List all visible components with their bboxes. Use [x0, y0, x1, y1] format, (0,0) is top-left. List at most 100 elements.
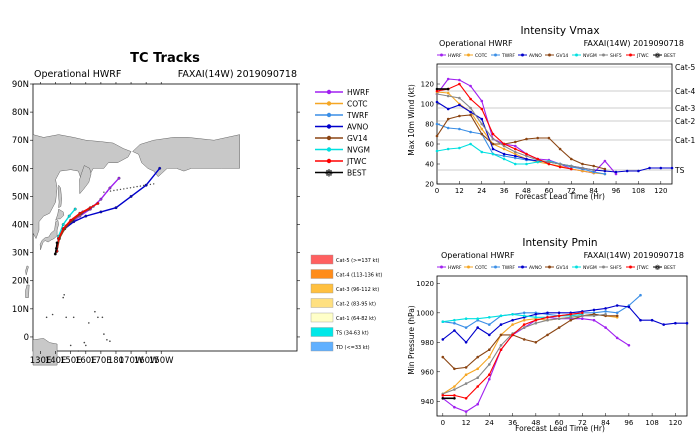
- series-point-hwrf: [581, 317, 584, 321]
- x-tick-label: 96: [612, 187, 621, 195]
- series-point-jtwc: [511, 333, 514, 337]
- aleutian-island: [126, 187, 128, 189]
- series-point-cotc: [464, 373, 468, 377]
- series-point-jtwc: [570, 167, 573, 171]
- vmax-xlabel: Forecast Lead Time (Hr): [515, 192, 605, 201]
- series-point-jtwc: [525, 152, 528, 156]
- series-point-avno: [464, 341, 468, 344]
- series-point-hwrf: [480, 99, 484, 103]
- series-point-hwrf: [458, 78, 461, 82]
- legend-entry-twrf: TWRF: [491, 53, 515, 59]
- legend-entry-jtwc: JTWC: [315, 157, 366, 166]
- y-tick-label: 60: [425, 141, 434, 149]
- series-point-nvgm: [488, 316, 491, 319]
- series-point-shf5: [435, 92, 439, 96]
- series-point-twrf: [458, 127, 461, 131]
- legend-marker-nvgm: [575, 265, 578, 269]
- island-dot: [85, 344, 87, 347]
- track-legend: HWRF COTC TWRF AVNO GV14 NVGM JTWC ❁ BEST: [315, 88, 370, 180]
- series-point-shf5: [476, 376, 480, 380]
- series-point-nvgm: [469, 142, 472, 146]
- category-label: Cat-1 (64-82 kt): [336, 316, 376, 322]
- legend-label-nvgm: NVGM: [347, 146, 370, 155]
- series-point-best: [435, 87, 439, 91]
- series-point-hwrf: [446, 77, 450, 81]
- series-point-shf5: [534, 321, 538, 325]
- track-point-nvgm: [73, 207, 77, 211]
- series-point-nvgm: [480, 150, 484, 154]
- legend-label-cotc: COTC: [475, 265, 487, 271]
- vmax-subtitle-left: Operational HWRF: [439, 39, 513, 48]
- aleutian-island: [143, 184, 145, 187]
- legend-marker-gv14: [326, 135, 332, 141]
- series-point-hwrf: [615, 336, 619, 340]
- series-point-gv14: [557, 326, 561, 329]
- series-point-twrf: [604, 310, 607, 313]
- series-point-cotc: [511, 323, 514, 326]
- lat-tick-label: 20N: [12, 277, 29, 287]
- pmin-xlabel: Forecast Lead Time (Hr): [515, 424, 605, 433]
- series-point-avno: [627, 305, 631, 309]
- legend-label-cotc: COTC: [475, 53, 487, 59]
- series-point-hwrf: [603, 159, 607, 163]
- legend-marker-twrf: [494, 265, 497, 269]
- series-point-cotc: [581, 169, 584, 173]
- y-tick-label: 80: [425, 121, 434, 129]
- track-point-jtwc: [88, 206, 92, 210]
- series-point-best: [446, 87, 450, 91]
- legend-marker-hwrf: [326, 89, 332, 95]
- series-point-jtwc: [464, 397, 468, 400]
- tracks-subtitle-left: Operational HWRF: [34, 69, 121, 80]
- series-point-gv14: [592, 164, 595, 168]
- series-point-shf5: [604, 313, 607, 316]
- series-point-gv14: [536, 136, 539, 140]
- series-line-avno: [442, 304, 687, 344]
- legend-marker-gv14: [548, 265, 551, 269]
- aleutian-island: [109, 190, 112, 192]
- series-point-gv14: [446, 117, 450, 121]
- x-tick-label: 60: [544, 187, 553, 195]
- aleutian-island: [129, 187, 132, 189]
- category-label: Cat-4 (113-136 kt): [336, 273, 382, 279]
- plot-frame: [436, 275, 688, 417]
- legend-marker-hwrf: [440, 53, 443, 57]
- series-point-avno: [639, 318, 642, 322]
- legend-marker-avno: [521, 53, 524, 57]
- series-point-nvgm: [441, 320, 445, 324]
- series-point-hwrf: [488, 377, 491, 381]
- island-dot: [97, 316, 99, 319]
- legend-entry-gv14: GV14: [315, 134, 368, 143]
- category-entry: Cat-3 (96-112 kt): [310, 283, 379, 294]
- series-point-jtwc: [488, 373, 491, 377]
- lat-tick-label: 80N: [12, 108, 29, 118]
- series-point-jtwc: [441, 394, 445, 397]
- series-point-shf5: [581, 314, 584, 318]
- category-swatch: [310, 283, 334, 294]
- track-point-avno: [129, 194, 133, 198]
- legend-entry-best: ❁ BEST: [315, 169, 367, 180]
- category-line-label: Cat-4: [675, 87, 695, 96]
- series-point-nvgm: [491, 152, 495, 156]
- legend-label-twrf: TWRF: [501, 265, 515, 271]
- series-point-gv14: [488, 348, 491, 352]
- lat-tick-label: 90N: [12, 80, 29, 90]
- x-tick-label: 84: [589, 187, 598, 195]
- y-tick-label: 980: [421, 339, 434, 347]
- island-dot: [63, 294, 65, 296]
- series-point-shf5: [453, 388, 456, 391]
- series-point-jtwc: [557, 314, 561, 318]
- series-point-nvgm: [476, 317, 480, 321]
- series-point-twrf: [603, 172, 607, 176]
- series-point-shf5: [547, 160, 551, 164]
- map-frame: [32, 83, 298, 352]
- series-point-shf5: [491, 137, 495, 141]
- series-point-jtwc: [558, 165, 562, 169]
- aleutian-island: [113, 189, 115, 192]
- series-point-avno: [674, 321, 677, 325]
- x-tick-label: 24: [485, 419, 494, 427]
- series-point-shf5: [522, 326, 526, 329]
- series-point-twrf: [469, 130, 472, 134]
- series-point-gv14: [534, 341, 538, 344]
- series-point-jtwc: [536, 157, 539, 161]
- series-point-jtwc: [546, 316, 549, 319]
